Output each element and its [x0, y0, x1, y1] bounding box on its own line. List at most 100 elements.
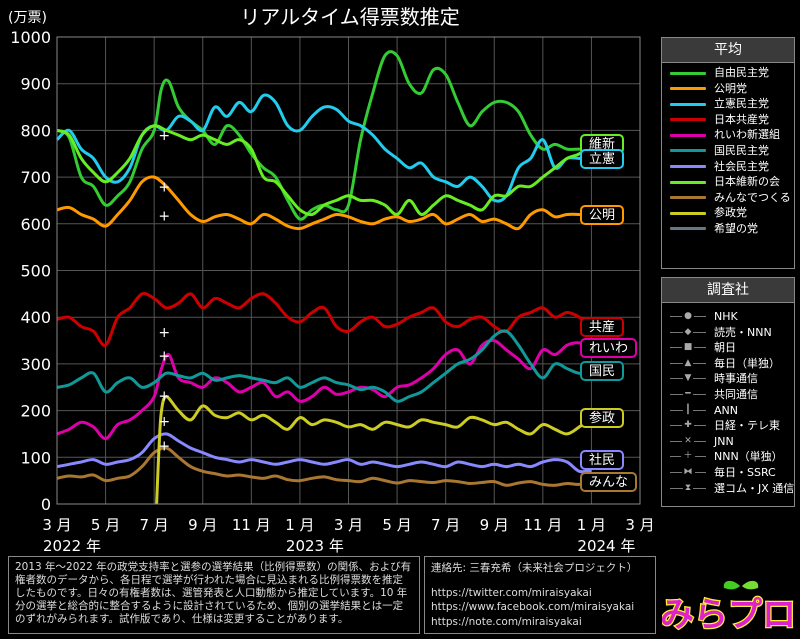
election-marks: + + + + + + + + [158, 128, 170, 455]
legend-average-item: 日本維新の会 [662, 174, 794, 190]
legend-label: 立憲民主党 [714, 97, 769, 111]
x-tick-label: 7 月 [431, 516, 460, 534]
methodology-note: 2013 年～2022 年の政党支持率と選参の選挙結果（比例得票数）の関係、およ… [8, 556, 420, 634]
y-tick-label: 400 [20, 308, 51, 327]
y-tick-label: 200 [20, 402, 51, 421]
legend-label: 日経・テレ東 [714, 419, 780, 433]
legend-average-header: 平均 [662, 38, 794, 63]
grid-lines [56, 36, 641, 505]
series-line [55, 93, 592, 203]
legend-pollster-header: 調査社 [662, 278, 794, 303]
legend-label: 朝日 [714, 341, 736, 355]
legend-label: 日本維新の会 [714, 175, 780, 189]
series-line [56, 50, 592, 221]
legend-pollster-item: ⧗ 選コム・JX 通信 [662, 481, 794, 497]
legend-label: 社会民主党 [714, 159, 769, 173]
pollster-marker-icon: ＋ [670, 449, 706, 465]
pollster-marker-icon: ◆ [670, 325, 706, 341]
x-tick-label: 1 月 [577, 516, 606, 534]
y-tick-label: 900 [20, 75, 51, 94]
legend-label: 日本共産党 [714, 112, 769, 126]
legend-swatch [670, 211, 706, 215]
x-tick-label: 11 月 [232, 516, 271, 534]
legend-pollster-item: ◆ 読売・NNN [662, 325, 794, 341]
y-tick-labels: 0 100 200 300 400 500 600 700 800 900 1000 [10, 28, 51, 514]
legend-label: JNN [714, 434, 734, 448]
y-tick-label: 1000 [10, 28, 51, 47]
legend-swatch [670, 149, 706, 153]
legend-swatch [670, 165, 706, 169]
end-label: 国民 [580, 360, 625, 381]
legend-pollster-item: ┃ ANN [662, 403, 794, 419]
end-label: みんな [580, 471, 638, 492]
logo-text: みらプロ [662, 595, 794, 634]
legend-swatch [670, 196, 706, 200]
series-line [56, 329, 592, 403]
legend-label: ANN [714, 403, 738, 417]
legend-label: 参政党 [714, 206, 747, 220]
series-line [155, 395, 593, 505]
pollster-marker-icon: ▼ [670, 371, 706, 387]
y-tick-label: 100 [20, 448, 51, 467]
election-marker: + [158, 439, 170, 455]
pollster-marker-icon: ■ [670, 340, 706, 356]
legend-label: 国民民主党 [714, 143, 769, 157]
legend-label: 毎日・SSRC [714, 465, 776, 479]
legend-average-item: 自由民主党 [662, 65, 794, 81]
legend-swatch [670, 102, 706, 106]
contact-note-link[interactable]: https://note.com/miraisyakai [431, 615, 582, 628]
legend-label: 読売・NNN [714, 325, 772, 339]
legend-pollster-item: ✚ 日経・テレ東 [662, 418, 794, 434]
plot-frame [56, 36, 641, 505]
pollster-marker-icon: ━ [670, 387, 706, 403]
legend-pollster: 調査社 ● NHK ◆ 読売・NNN ■ 朝日 ▲ 毎日（単独） ▼ 時事通信 ━ 共同通信 ┃ ANN ✚… [661, 277, 795, 507]
legend-average-item: みんなでつくる [662, 190, 794, 206]
mirapuro-logo: みらプロ [662, 580, 794, 634]
election-marker: + [158, 389, 170, 405]
series-line [56, 175, 592, 231]
x-year-label: 2022 年 [43, 537, 101, 555]
end-label: 共産 [580, 317, 625, 338]
end-label: 参政 [580, 407, 625, 428]
legend-pollster-item: ━ 共同通信 [662, 387, 794, 403]
contact-line-1: 連絡先: 三春充希（未来社会プロジェクト） [431, 562, 638, 574]
legend-average: 平均 自由民主党 公明党 立憲民主党 日本共産党 れいわ新選組 国民民主党 社会民主党 日本維… [661, 37, 795, 269]
legend-swatch [670, 71, 706, 75]
series-lines [55, 50, 593, 505]
contact-facebook-link[interactable]: https://www.facebook.com/miraisyakai [431, 601, 635, 613]
x-tick-label: 11 月 [523, 516, 562, 534]
legend-label: みんなでつくる [714, 190, 791, 204]
legend-label: 共同通信 [714, 387, 758, 401]
election-marker: + [158, 128, 170, 144]
election-marker: + [158, 325, 170, 341]
series-line [56, 338, 593, 441]
x-tick-label: 7 月 [140, 516, 169, 534]
x-tick-label: 3 月 [42, 516, 71, 534]
election-marker: + [158, 208, 170, 224]
legend-pollster-item: ● NHK [662, 309, 794, 325]
election-marker: + [158, 348, 170, 364]
x-tick-labels: 3 月 5 月 7 月 9 月 11 月 1 月 3 月 5 月 7 月 9 月 11 月 1 月 3 … [42, 516, 654, 555]
contact-box: 連絡先: 三春充希（未来社会プロジェクト） https://twitter.co… [424, 556, 656, 634]
y-tick-label: 600 [20, 215, 51, 234]
election-marker: + [158, 179, 170, 195]
y-tick-label: 800 [20, 121, 51, 140]
series-line [56, 446, 592, 487]
x-tick-label: 9 月 [480, 516, 509, 534]
y-tick-label: 0 [41, 495, 51, 514]
pollster-marker-icon: ● [670, 309, 706, 325]
legend-label: れいわ新選組 [714, 128, 780, 142]
y-tick-label: 500 [20, 262, 51, 281]
y-unit-label: (万票) [8, 10, 47, 26]
legend-label: 時事通信 [714, 372, 758, 386]
x-tick-label: 1 月 [285, 516, 314, 534]
contact-twitter-link[interactable]: https://twitter.com/miraisyakai [431, 586, 592, 599]
legend-label: 希望の党 [714, 221, 758, 235]
legend-label: 自由民主党 [714, 66, 769, 79]
pollster-marker-icon: ┃ [670, 403, 706, 419]
chart-title: リアルタイム得票数推定 [240, 5, 459, 29]
legend-label: 毎日（単独） [714, 356, 780, 370]
y-tick-label: 700 [20, 168, 51, 187]
x-year-label: 2023 年 [286, 537, 344, 555]
pollster-marker-icon: ✚ [670, 418, 706, 434]
